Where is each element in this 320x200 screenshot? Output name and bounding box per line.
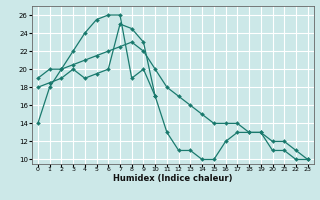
X-axis label: Humidex (Indice chaleur): Humidex (Indice chaleur) (113, 174, 233, 183)
